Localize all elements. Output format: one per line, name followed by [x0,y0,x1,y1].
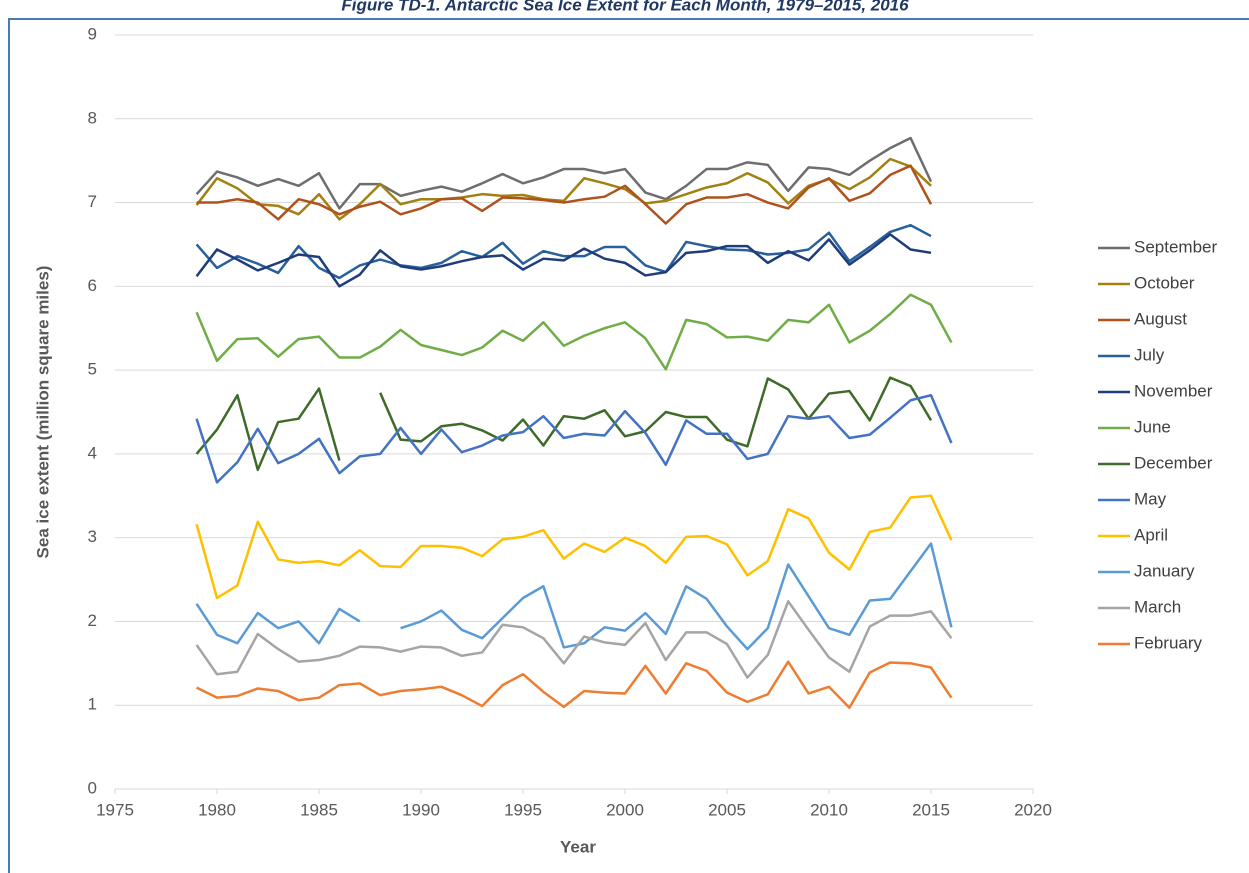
y-tick-label: 0 [88,778,97,797]
series-line [195,494,953,600]
y-tick-label: 3 [88,527,97,546]
y-tick-label: 7 [88,192,97,211]
x-tick-label: 1975 [96,800,134,819]
legend-label: March [1134,597,1181,616]
x-axis-title: Year [560,837,596,856]
legend-label: January [1134,561,1195,580]
legend-label: September [1134,237,1217,256]
x-tick-label: 1990 [402,800,440,819]
legend-label: April [1134,525,1168,544]
series-line [195,136,933,210]
y-tick-label: 9 [88,24,97,43]
legend-label: October [1134,273,1195,292]
series-line [195,157,932,221]
x-tick-label: 2005 [708,800,746,819]
legend-label: November [1134,381,1213,400]
y-axis-title: Sea ice extent (million square miles) [33,266,52,559]
legend-label: December [1134,453,1213,472]
x-tick-label: 2010 [810,800,848,819]
series-line [195,600,953,679]
legend-label: May [1134,489,1167,508]
x-tick-label: 2015 [912,800,950,819]
y-tick-label: 5 [88,360,97,379]
legend-label: July [1134,345,1165,364]
legend-label: June [1134,417,1171,436]
x-tick-label: 2020 [1014,800,1052,819]
series-line [195,393,953,484]
series-line [195,293,953,371]
series-line [195,223,932,280]
series-line [196,164,933,225]
series-line [195,542,953,651]
y-tick-label: 8 [88,108,97,127]
y-tick-label: 1 [88,695,97,714]
series-line [195,233,932,288]
x-tick-label: 2000 [606,800,644,819]
legend-label: February [1134,633,1203,652]
y-tick-label: 4 [88,443,97,462]
legend-label: August [1134,309,1187,328]
y-tick-label: 2 [88,611,97,630]
chart-title: Figure TD-1. Antarctic Sea Ice Extent fo… [341,0,909,14]
y-tick-label: 6 [88,276,97,295]
series-line [196,660,953,709]
x-tick-label: 1985 [300,800,338,819]
x-tick-label: 1980 [198,800,236,819]
series-line [195,376,933,472]
x-tick-label: 1995 [504,800,542,819]
